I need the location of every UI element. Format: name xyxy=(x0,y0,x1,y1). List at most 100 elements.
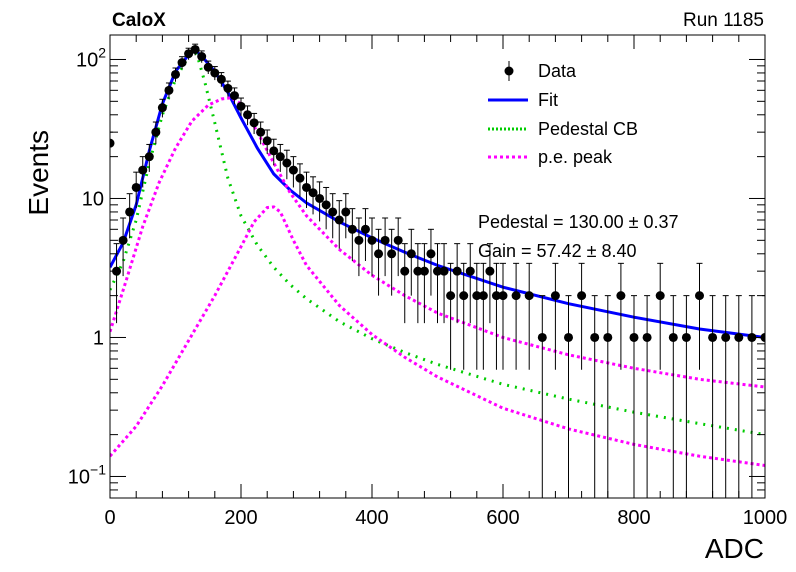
data-point-marker xyxy=(328,207,338,217)
legend-label-pe-peak: p.e. peak xyxy=(538,147,613,167)
data-point xyxy=(681,295,691,498)
data-point xyxy=(367,217,377,277)
data-point-marker xyxy=(184,49,194,59)
data-point-marker xyxy=(315,193,325,203)
data-point xyxy=(629,295,639,498)
legend-entry-pe-peak: p.e. peak xyxy=(488,147,613,167)
plot-area xyxy=(110,43,765,498)
data-point xyxy=(275,143,285,172)
x-tick-label: 200 xyxy=(224,507,257,529)
series-p-e-peak-curve-4 xyxy=(110,205,765,467)
y-tick-label: 10−1 xyxy=(68,461,106,488)
x-tick-label: 0 xyxy=(104,507,115,529)
data-point-marker xyxy=(262,136,272,146)
data-point xyxy=(452,243,462,324)
data-point xyxy=(642,295,652,498)
data-point xyxy=(118,217,128,277)
data-point xyxy=(406,228,416,296)
data-point-marker xyxy=(138,165,148,175)
data-point xyxy=(459,262,469,370)
data-point-marker xyxy=(550,291,560,301)
data-point-marker xyxy=(216,74,226,84)
series-pedestal-cb-curve-2 xyxy=(110,50,765,437)
data-point-marker xyxy=(472,291,482,301)
data-point xyxy=(151,121,161,145)
legend-label-fit: Fit xyxy=(538,90,558,110)
data-point-marker xyxy=(439,266,449,276)
data-point xyxy=(413,243,423,324)
data-point xyxy=(334,200,344,249)
data-point xyxy=(603,295,613,498)
data-point xyxy=(295,163,305,197)
data-point xyxy=(419,243,429,324)
data-point xyxy=(262,129,272,154)
data-point-marker xyxy=(629,332,639,342)
data-point-marker xyxy=(708,332,718,342)
data-point xyxy=(249,112,259,135)
data-point xyxy=(550,262,560,370)
data-point-marker xyxy=(131,182,141,192)
data-point-marker xyxy=(491,291,501,301)
data-point xyxy=(308,176,318,215)
data-point-marker xyxy=(387,249,397,259)
data-point xyxy=(485,243,495,324)
data-point xyxy=(112,243,122,324)
data-point xyxy=(229,87,239,105)
data-point-marker xyxy=(400,266,410,276)
data-point-marker xyxy=(157,103,167,113)
data-point-marker xyxy=(452,266,462,276)
data-point-marker xyxy=(171,69,180,79)
data-point-marker xyxy=(498,291,508,301)
data-point-marker xyxy=(243,110,253,120)
run-label: Run 1185 xyxy=(683,10,764,31)
y-tick-label: 10 xyxy=(82,188,104,210)
data-point-marker xyxy=(419,266,429,276)
x-tick-label: 1000 xyxy=(743,507,788,529)
data-point-marker xyxy=(334,215,344,225)
plot-frame xyxy=(109,34,766,499)
data-point xyxy=(491,262,501,370)
data-point xyxy=(511,262,521,370)
data-point-marker xyxy=(118,235,128,245)
data-point-marker xyxy=(668,332,678,342)
data-point-marker xyxy=(603,332,613,342)
data-point-marker xyxy=(295,173,305,183)
data-point xyxy=(374,228,384,296)
data-point xyxy=(197,50,207,63)
data-point xyxy=(157,98,167,118)
data-point xyxy=(203,60,213,74)
data-point-marker xyxy=(485,266,495,276)
data-point-marker xyxy=(151,127,161,137)
data-point-marker xyxy=(110,138,115,148)
annotation-gain: Gain = 57.42 ± 8.40 xyxy=(478,241,637,261)
data-point-marker xyxy=(341,207,351,217)
data-point xyxy=(138,156,148,188)
data-point-marker xyxy=(681,332,691,342)
data-point xyxy=(223,80,233,97)
data-point-marker xyxy=(197,52,207,62)
y-tick-label: 1 xyxy=(93,327,104,349)
data-point-marker xyxy=(374,249,384,259)
legend-entry-pedestal: Pedestal CB xyxy=(488,119,638,139)
data-point xyxy=(478,262,488,370)
data-point xyxy=(668,295,678,498)
y-axis-title: Events xyxy=(23,130,54,216)
data-point xyxy=(269,138,279,166)
data-point xyxy=(164,82,174,99)
data-point xyxy=(577,262,587,370)
data-point xyxy=(302,171,311,209)
data-point xyxy=(747,295,757,498)
data-point xyxy=(524,262,534,370)
data-point-marker xyxy=(465,266,475,276)
data-point-marker xyxy=(524,291,534,301)
data-point xyxy=(708,295,718,498)
data-point xyxy=(387,228,397,296)
data-point-marker xyxy=(125,207,135,217)
data-point-marker xyxy=(406,249,416,259)
data-point-marker xyxy=(734,332,744,342)
data-point-marker xyxy=(426,249,436,259)
data-point-marker xyxy=(393,235,403,245)
x-tick-label: 600 xyxy=(486,507,519,529)
data-point-marker xyxy=(354,235,364,245)
